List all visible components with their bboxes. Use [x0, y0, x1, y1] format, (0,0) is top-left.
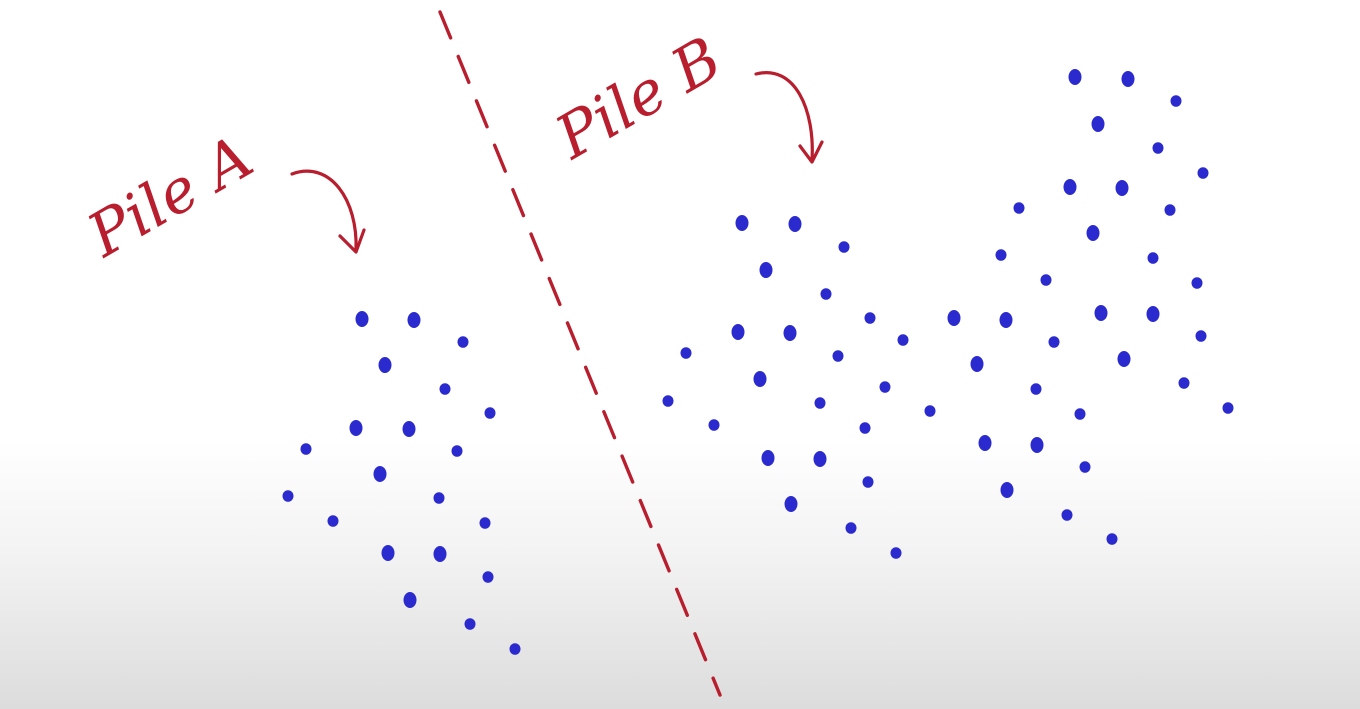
pile-b-dot	[814, 397, 826, 409]
pile-b-dot	[783, 325, 797, 341]
pile-b-arrow-icon	[754, 71, 824, 164]
pile-b-dots	[662, 69, 1234, 559]
pile-b-dot	[753, 371, 767, 387]
pile-b-dot	[947, 310, 961, 326]
pile-b-dot	[832, 350, 844, 362]
pile-b-dot	[680, 347, 692, 359]
pile-b-dot	[1091, 116, 1105, 132]
pile-b-dot	[1146, 306, 1160, 322]
pile-b-dot	[897, 334, 909, 346]
pile-b-dot	[1178, 377, 1190, 389]
pile-b-dot	[864, 312, 876, 324]
pile-a-dot	[373, 466, 387, 482]
pile-b-dot	[1074, 408, 1086, 420]
pile-a-dot	[482, 571, 494, 583]
pile-b-dot	[731, 324, 745, 340]
pile-a-dots	[282, 311, 521, 655]
pile-b-dot	[1147, 252, 1159, 264]
pile-b-dot	[1121, 71, 1135, 87]
pile-b-dot	[1040, 274, 1052, 286]
pile-a-dot	[402, 421, 416, 437]
pile-b-dot	[845, 522, 857, 534]
pile-b-dot	[1152, 142, 1164, 154]
pile-b-dot	[978, 435, 992, 451]
pile-b-dot	[1061, 509, 1073, 521]
pile-a-dot	[457, 336, 469, 348]
pile-b-dot	[862, 476, 874, 488]
pile-a-dot	[439, 383, 451, 395]
pile-b-dot	[1063, 179, 1077, 195]
pile-b-dot	[1030, 383, 1042, 395]
pile-a-dot	[355, 311, 369, 327]
pile-b-dot	[759, 262, 773, 278]
pile-b-dot	[1195, 330, 1207, 342]
pile-b-dot	[1030, 437, 1044, 453]
pile-b-dot	[838, 241, 850, 253]
pile-b-dot	[890, 547, 902, 559]
pile-b-dot	[1094, 305, 1108, 321]
pile-a-dot	[433, 546, 447, 562]
pile-b-dot	[784, 496, 798, 512]
pile-a-dot	[300, 443, 312, 455]
pile-a-dot	[433, 492, 445, 504]
dashed-divider-line	[438, 10, 722, 697]
pile-b-dot	[820, 288, 832, 300]
pile-b-dot	[970, 356, 984, 372]
pile-b-dot	[999, 312, 1013, 328]
pile-b-label: Pile B	[544, 24, 734, 174]
pile-a-dot	[509, 643, 521, 655]
pile-a-dot	[378, 357, 392, 373]
pile-b-dot	[735, 215, 749, 231]
pile-b-dot	[879, 381, 891, 393]
pile-a-dot	[327, 515, 339, 527]
pile-b-dot	[1164, 204, 1176, 216]
pile-b-dot	[761, 450, 775, 466]
pile-a-dot	[407, 312, 421, 328]
pile-b-dot	[924, 405, 936, 417]
pile-b-dot	[1191, 277, 1203, 289]
pile-a-label: Pile A	[76, 122, 265, 271]
pile-b-dot	[1013, 202, 1025, 214]
pile-b-dot	[708, 419, 720, 431]
pile-a-dot	[282, 490, 294, 502]
pile-a-arrow-icon	[290, 169, 366, 254]
pile-b-dot	[813, 451, 827, 467]
pile-b-dot	[1048, 336, 1060, 348]
pile-b-dot	[1086, 225, 1100, 241]
pile-b-dot	[995, 249, 1007, 261]
pile-b-dot	[1197, 167, 1209, 179]
pile-b-dot	[1115, 180, 1129, 196]
pile-a-dot	[451, 445, 463, 457]
pile-a-dot	[479, 517, 491, 529]
pile-a-dot	[349, 420, 363, 436]
pile-a-dot	[381, 545, 395, 561]
pile-b-dot	[1222, 402, 1234, 414]
pile-b-dot	[1170, 95, 1182, 107]
pile-b-dot	[1000, 482, 1014, 498]
pile-a-dot	[403, 592, 417, 608]
pile-a-dot	[464, 618, 476, 630]
pile-b-dot	[1117, 351, 1131, 367]
pile-b-dot	[1079, 461, 1091, 473]
pile-b-dot	[1068, 69, 1082, 85]
pile-a-dot	[484, 407, 496, 419]
pile-b-dot	[788, 216, 802, 232]
pile-b-dot	[1106, 533, 1118, 545]
pile-b-dot	[859, 422, 871, 434]
pile-b-dot	[662, 395, 674, 407]
